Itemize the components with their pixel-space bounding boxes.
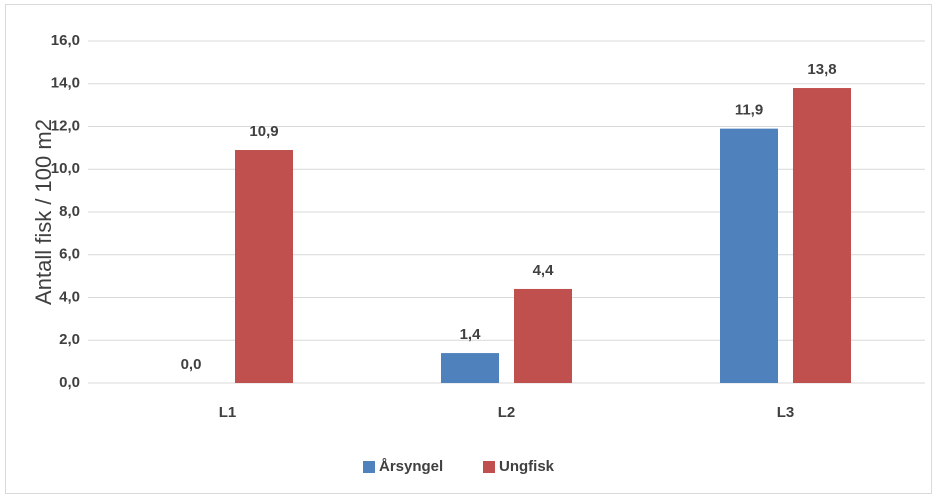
x-tick-label: L2	[498, 404, 516, 421]
y-tick-label: 2,0	[59, 331, 80, 348]
y-tick-label: 0,0	[59, 374, 80, 391]
bar	[793, 88, 851, 384]
bar	[720, 128, 778, 383]
y-tick-label: 8,0	[59, 203, 80, 220]
data-label: 1,4	[460, 326, 482, 343]
data-label: 10,9	[249, 123, 278, 140]
x-tick-label: L1	[219, 404, 237, 421]
y-axis-title: Antall fisk / 100 m2	[31, 119, 56, 305]
legend-label: Ungfisk	[499, 458, 555, 475]
legend-label: Årsyngel	[379, 458, 443, 475]
data-label: 13,8	[807, 61, 836, 78]
data-label: 4,4	[533, 262, 555, 279]
legend-swatch	[483, 461, 495, 473]
bar	[441, 353, 499, 383]
y-tick-label: 6,0	[59, 246, 80, 263]
bar	[235, 150, 293, 383]
data-label: 11,9	[735, 102, 763, 119]
x-tick-label: L3	[777, 404, 795, 421]
y-tick-label: 12,0	[51, 117, 80, 134]
y-tick-label: 14,0	[51, 75, 80, 92]
bar	[514, 288, 572, 383]
y-tick-label: 4,0	[59, 288, 80, 305]
y-tick-label: 16,0	[51, 32, 80, 49]
data-label: 0,0	[181, 356, 202, 373]
y-tick-label: 10,0	[51, 160, 80, 177]
legend-swatch	[363, 461, 375, 473]
